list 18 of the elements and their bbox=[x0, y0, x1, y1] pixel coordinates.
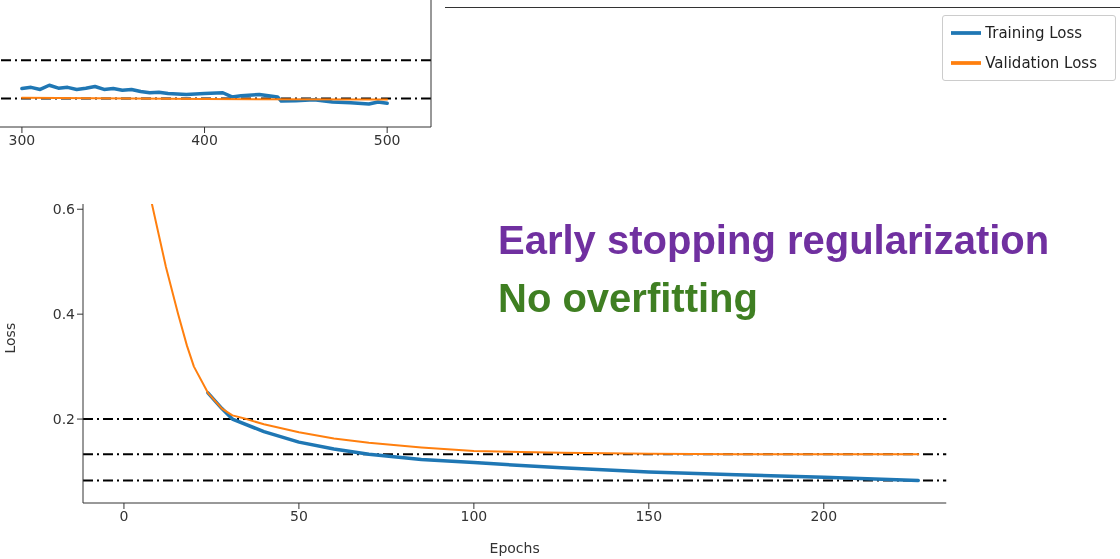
x-tick-label: 150 bbox=[635, 507, 663, 524]
line-series bbox=[206, 391, 921, 483]
x-tick-label: 0 bbox=[119, 507, 129, 524]
x-tick-label: 50 bbox=[289, 507, 308, 524]
x-axis-title: Epochs bbox=[489, 540, 540, 556]
x-tick-label: 500 bbox=[373, 131, 401, 148]
x-tick-label: 200 bbox=[810, 507, 838, 524]
x-tick-label: 300 bbox=[8, 131, 36, 148]
legend-label: Validation Loss bbox=[985, 53, 1097, 72]
y-axis-title: Loss bbox=[1, 322, 18, 354]
y-tick-label: 0.6 bbox=[52, 201, 76, 218]
y-tick-label: 0.2 bbox=[52, 411, 75, 428]
annotation: Early stopping regularization bbox=[498, 218, 1050, 263]
y-tick-label: 0.4 bbox=[52, 306, 76, 323]
x-tick-label: 400 bbox=[191, 131, 218, 148]
x-tick-label: 100 bbox=[460, 507, 488, 524]
legend-label: Training Loss bbox=[985, 23, 1083, 42]
annotation: No overfitting bbox=[498, 276, 758, 321]
